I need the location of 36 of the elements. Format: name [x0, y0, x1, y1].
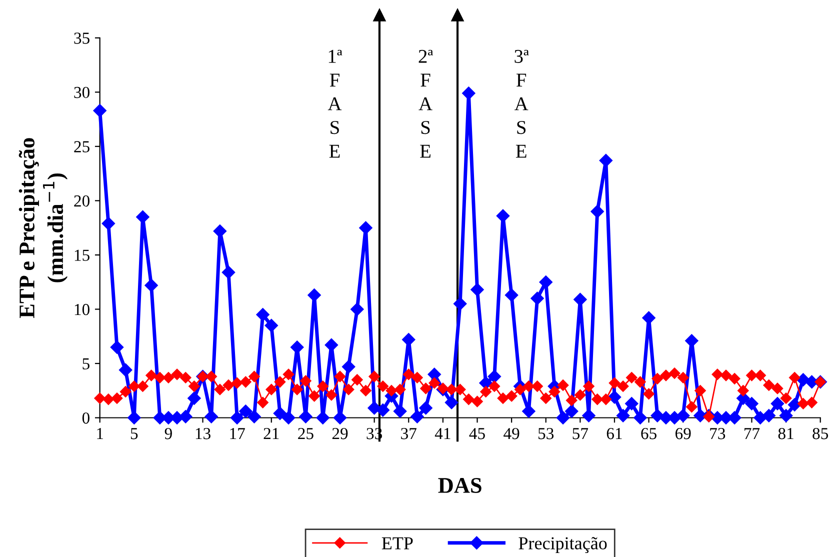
x-tick-label: 1	[97, 428, 104, 440]
x-tick-label: 65	[641, 428, 656, 440]
x-tick-label: 25	[298, 428, 314, 440]
annotation: 2ª F A S E	[418, 50, 434, 158]
x-tick-label: 53	[538, 428, 554, 440]
y-tick-label: 35	[74, 32, 90, 44]
y-tick-label: 25	[74, 141, 90, 152]
x-tick-label: 37	[401, 428, 416, 440]
x-tick-label: 5	[130, 428, 138, 440]
annotation: 3ª F A S E	[514, 50, 529, 158]
x-tick-label: 85	[812, 428, 828, 440]
y-tick-label: 5	[82, 358, 90, 370]
legend-label: Precipitação	[518, 537, 607, 554]
x-tick-label: 13	[196, 428, 210, 440]
y-tick-label: 30	[74, 86, 90, 98]
annotation: 1ª F A S E	[328, 50, 342, 158]
x-tick-label: 61	[606, 428, 622, 440]
x-tick-label: 45	[469, 428, 485, 440]
x-tick-label: 9	[164, 428, 172, 440]
x-tick-label: 69	[675, 428, 691, 440]
x-tick-label: 77	[744, 428, 760, 440]
y-tick-label: 15	[74, 250, 90, 261]
legend-label: ETP	[382, 537, 413, 550]
x-tick-label: 29	[332, 428, 348, 440]
x-tick-label: 41	[434, 428, 450, 440]
y-tick-label: 0	[82, 412, 90, 424]
x-axis-title: DAS	[438, 478, 482, 493]
x-tick-label: 81	[778, 428, 794, 440]
x-tick-label: 21	[264, 428, 279, 440]
x-tick-label: 17	[230, 428, 245, 440]
x-tick-label: 57	[572, 428, 588, 440]
y-tick-label: 10	[74, 304, 90, 316]
x-tick-label: 49	[504, 428, 520, 440]
y-axis-title: ETP e Precipitação (mm.dia$^{−1}$)	[18, 138, 68, 318]
y-tick-label: 20	[74, 195, 90, 207]
x-tick-label: 73	[710, 428, 726, 440]
